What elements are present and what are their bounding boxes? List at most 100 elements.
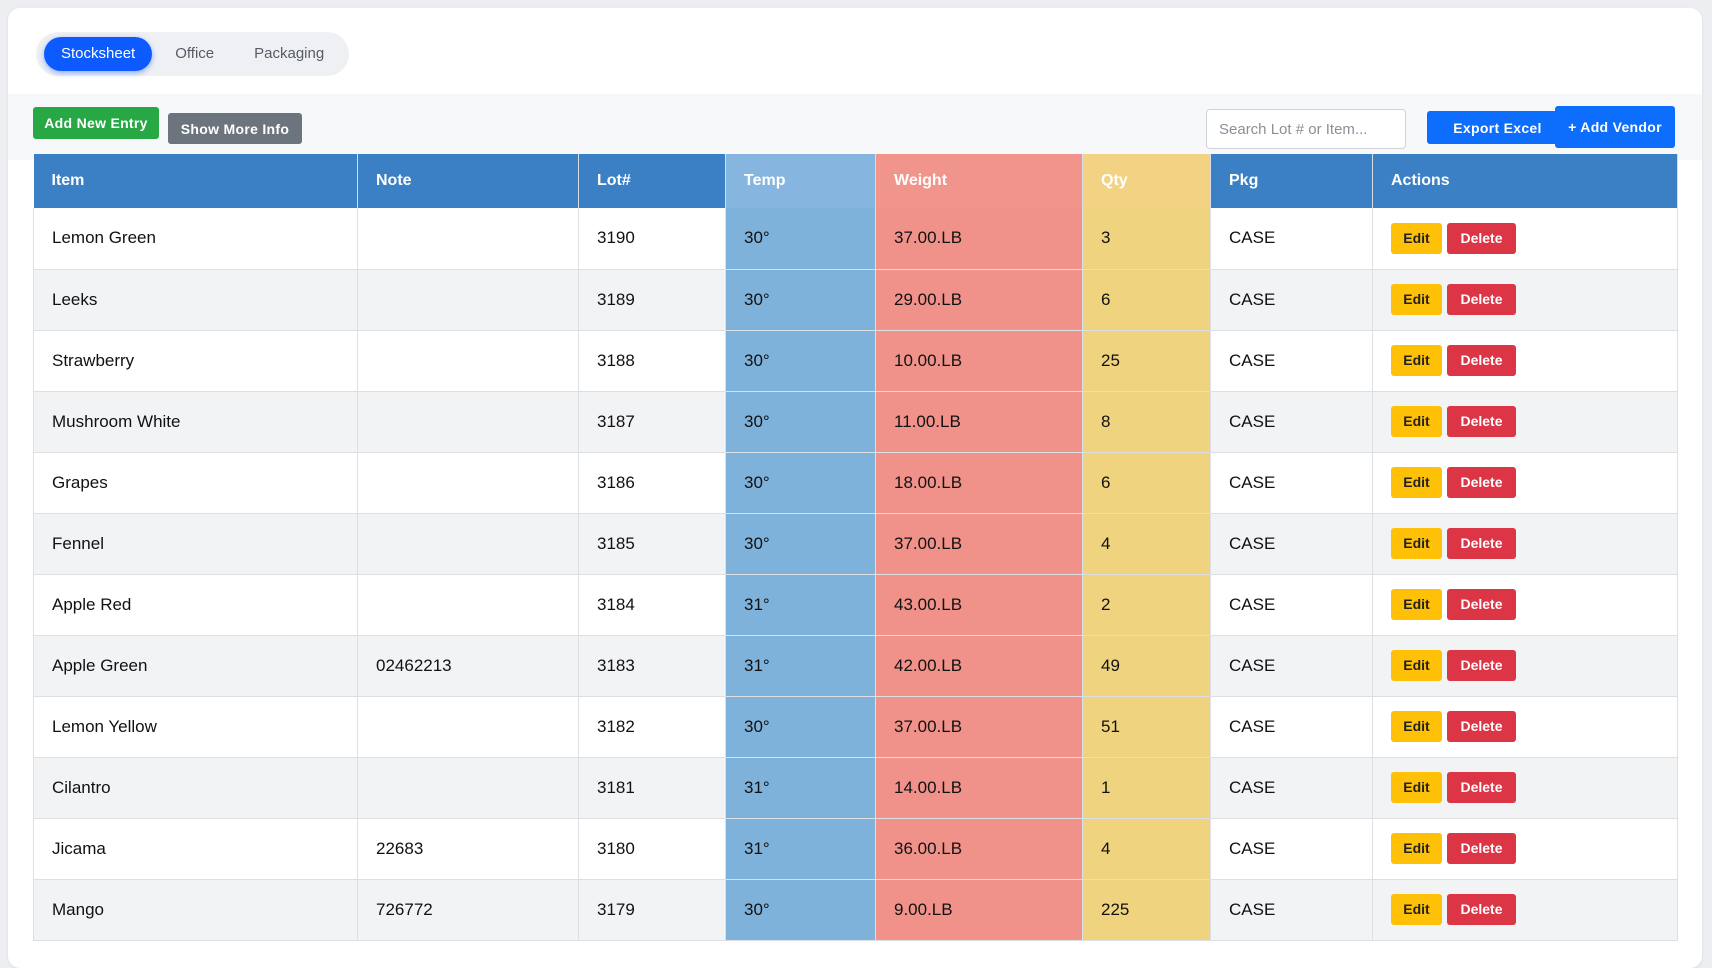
cell-note	[357, 757, 579, 819]
cell-lot: 3180	[578, 818, 726, 880]
table-row[interactable]: Mushroom White 3187 30° 11.00.LB 8 CASE Edit De…	[33, 391, 1678, 453]
delete-button[interactable]: Delete	[1447, 528, 1516, 559]
cell-actions: Edit Delete	[1372, 879, 1678, 941]
cell-lot: 3187	[578, 391, 726, 453]
column-header-temp[interactable]: Temp	[725, 154, 876, 208]
table-row[interactable]: Strawberry 3188 30° 10.00.LB 25 CASE Edit Delet…	[33, 330, 1678, 392]
delete-button[interactable]: Delete	[1447, 589, 1516, 620]
delete-button[interactable]: Delete	[1447, 345, 1516, 376]
cell-actions: Edit Delete	[1372, 330, 1678, 392]
cell-lot: 3183	[578, 635, 726, 697]
edit-button[interactable]: Edit	[1391, 467, 1442, 498]
delete-button[interactable]: Delete	[1447, 222, 1516, 254]
cell-temp: 30°	[725, 330, 876, 392]
column-header-item[interactable]: Item	[33, 154, 358, 208]
column-header-weight[interactable]: Weight	[875, 154, 1083, 208]
cell-pkg: CASE	[1210, 635, 1373, 697]
column-header-note[interactable]: Note	[357, 154, 579, 208]
edit-button[interactable]: Edit	[1391, 345, 1442, 376]
cell-temp: 30°	[725, 696, 876, 758]
edit-button[interactable]: Edit	[1391, 833, 1442, 864]
cell-note: 726772	[357, 879, 579, 941]
cell-pkg: CASE	[1210, 330, 1373, 392]
cell-temp: 30°	[725, 879, 876, 941]
column-header-actions: Actions	[1372, 154, 1678, 208]
show-more-info-button[interactable]: Show More Info	[168, 113, 302, 144]
cell-note	[357, 696, 579, 758]
edit-button[interactable]: Edit	[1391, 650, 1442, 681]
tab-packaging[interactable]: Packaging	[254, 45, 325, 62]
cell-lot: 3189	[578, 269, 726, 331]
cell-actions: Edit Delete	[1372, 208, 1678, 270]
edit-button[interactable]: Edit	[1391, 406, 1442, 437]
delete-button[interactable]: Delete	[1447, 772, 1516, 803]
cell-pkg: CASE	[1210, 513, 1373, 575]
add-vendor-button[interactable]: + Add Vendor	[1555, 106, 1675, 148]
cell-qty: 6	[1082, 269, 1211, 331]
cell-note	[357, 452, 579, 514]
edit-button[interactable]: Edit	[1391, 528, 1442, 559]
edit-button[interactable]: Edit	[1391, 894, 1442, 925]
cell-actions: Edit Delete	[1372, 635, 1678, 697]
cell-weight: 37.00.LB	[875, 513, 1083, 575]
table-row[interactable]: Grapes 3186 30° 18.00.LB 6 CASE Edit Delete	[33, 452, 1678, 514]
delete-button[interactable]: Delete	[1447, 650, 1516, 681]
cell-note: 22683	[357, 818, 579, 880]
column-header-lot[interactable]: Lot#	[578, 154, 726, 208]
add-new-entry-button[interactable]: Add New Entry	[33, 107, 159, 139]
column-header-pkg[interactable]: Pkg	[1210, 154, 1373, 208]
table-row[interactable]: Leeks 3189 30° 29.00.LB 6 CASE Edit Delete	[33, 269, 1678, 331]
table-row[interactable]: Lemon Green 3190 30° 37.00.LB 3 CASE Edit Delet…	[33, 208, 1678, 270]
edit-button[interactable]: Edit	[1391, 589, 1442, 620]
edit-button[interactable]: Edit	[1391, 772, 1442, 803]
cell-qty: 25	[1082, 330, 1211, 392]
table-body: Lemon Green 3190 30° 37.00.LB 3 CASE Edit Delet…	[33, 208, 1678, 941]
cell-qty: 3	[1082, 208, 1211, 270]
tab-stocksheet[interactable]: Stocksheet	[44, 37, 153, 71]
edit-button[interactable]: Edit	[1391, 222, 1442, 254]
cell-qty: 225	[1082, 879, 1211, 941]
delete-button[interactable]: Delete	[1447, 894, 1516, 925]
table-row[interactable]: Cilantro 3181 31° 14.00.LB 1 CASE Edit Delete	[33, 757, 1678, 819]
table-row[interactable]: Lemon Yellow 3182 30° 37.00.LB 51 CASE Edit Del…	[33, 696, 1678, 758]
cell-qty: 1	[1082, 757, 1211, 819]
cell-qty: 51	[1082, 696, 1211, 758]
table-row[interactable]: Apple Red 3184 31° 43.00.LB 2 CASE Edit Delete	[33, 574, 1678, 636]
search-input[interactable]	[1206, 109, 1406, 149]
cell-actions: Edit Delete	[1372, 269, 1678, 331]
delete-button[interactable]: Delete	[1447, 711, 1516, 742]
table-row[interactable]: Mango 726772 3179 30° 9.00.LB 225 CASE Edit Dele…	[33, 879, 1678, 941]
cell-pkg: CASE	[1210, 818, 1373, 880]
cell-lot: 3184	[578, 574, 726, 636]
edit-button[interactable]: Edit	[1391, 711, 1442, 742]
delete-button[interactable]: Delete	[1447, 833, 1516, 864]
cell-item: Jicama	[33, 818, 358, 880]
edit-button[interactable]: Edit	[1391, 284, 1442, 315]
cell-item: Cilantro	[33, 757, 358, 819]
column-header-qty[interactable]: Qty	[1082, 154, 1211, 208]
cell-weight: 29.00.LB	[875, 269, 1083, 331]
cell-lot: 3186	[578, 452, 726, 514]
cell-note	[357, 330, 579, 392]
section-tabs: Stocksheet Office Packaging	[36, 32, 350, 76]
cell-weight: 11.00.LB	[875, 391, 1083, 453]
table-row[interactable]: Jicama 22683 3180 31° 36.00.LB 4 CASE Edit Delet…	[33, 818, 1678, 880]
cell-item: Leeks	[33, 269, 358, 331]
cell-pkg: CASE	[1210, 879, 1373, 941]
delete-button[interactable]: Delete	[1447, 467, 1516, 498]
cell-weight: 43.00.LB	[875, 574, 1083, 636]
table-row[interactable]: Fennel 3185 30° 37.00.LB 4 CASE Edit Delete	[33, 513, 1678, 575]
cell-lot: 3181	[578, 757, 726, 819]
cell-temp: 30°	[725, 269, 876, 331]
cell-qty: 8	[1082, 391, 1211, 453]
cell-temp: 31°	[725, 818, 876, 880]
export-excel-button[interactable]: Export Excel	[1427, 111, 1568, 144]
cell-item: Fennel	[33, 513, 358, 575]
cell-actions: Edit Delete	[1372, 818, 1678, 880]
delete-button[interactable]: Delete	[1447, 406, 1516, 437]
table-row[interactable]: Apple Green 02462213 3183 31° 42.00.LB 49 CASE…	[33, 635, 1678, 697]
tab-office[interactable]: Office	[175, 45, 215, 62]
main-card: Stocksheet Office Packaging Add New Entr…	[8, 8, 1702, 968]
cell-item: Strawberry	[33, 330, 358, 392]
delete-button[interactable]: Delete	[1447, 284, 1516, 315]
